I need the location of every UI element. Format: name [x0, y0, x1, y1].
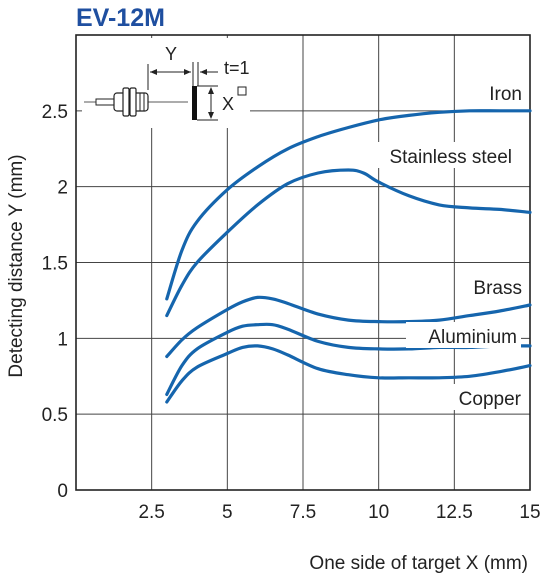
- y-tick-label: 2: [57, 178, 68, 199]
- y-tick-label: 0.5: [42, 405, 68, 426]
- series-label-copper: Copper: [459, 389, 522, 410]
- y-tick-label: 1.5: [42, 254, 68, 275]
- sensor-head-icon: [113, 87, 149, 117]
- y-tick-label: 1: [57, 329, 68, 350]
- diagram-label-x: X: [222, 94, 234, 114]
- series-line-iron: [165, 109, 532, 301]
- sensor-target-diagram: Y t=1 X: [82, 38, 250, 128]
- x-axis-label: One side of target X (mm): [309, 553, 528, 574]
- series-label-stainless-steel: Stainless steel: [389, 147, 512, 168]
- series-line-copper: [165, 344, 532, 404]
- square-target-icon: [237, 86, 247, 96]
- y-tick-label: 2.5: [42, 102, 68, 123]
- series-line-stainless-steel: [165, 168, 532, 318]
- series-line-brass: [165, 295, 532, 359]
- x-tick-label: 10: [368, 502, 389, 523]
- chart-title: EV-12M: [76, 4, 165, 32]
- series-label-aluminium: Aluminium: [428, 327, 517, 348]
- y-tick-label: 0: [57, 481, 68, 502]
- x-tick-label: 2.5: [138, 502, 164, 523]
- series-labels: Iron Stainless steel Brass Aluminium Cop…: [358, 78, 528, 410]
- plot-frame: [75, 34, 531, 491]
- sensor-cable: [95, 98, 117, 106]
- series-label-iron: Iron: [489, 84, 522, 105]
- y-axis-label: Detecting distance Y (mm): [6, 154, 27, 377]
- target-plate: [192, 86, 197, 120]
- series-label-brass: Brass: [473, 278, 522, 299]
- x-tick-label: 15: [519, 502, 540, 523]
- x-tick-label: 5: [222, 502, 233, 523]
- diagram-label-y: Y: [165, 44, 177, 64]
- diagram-label-t: t=1: [224, 58, 250, 78]
- series-lines: [165, 109, 532, 404]
- x-tick-label: 12.5: [436, 502, 473, 523]
- x-tick-label: 7.5: [290, 502, 316, 523]
- diagram-background: [82, 38, 250, 128]
